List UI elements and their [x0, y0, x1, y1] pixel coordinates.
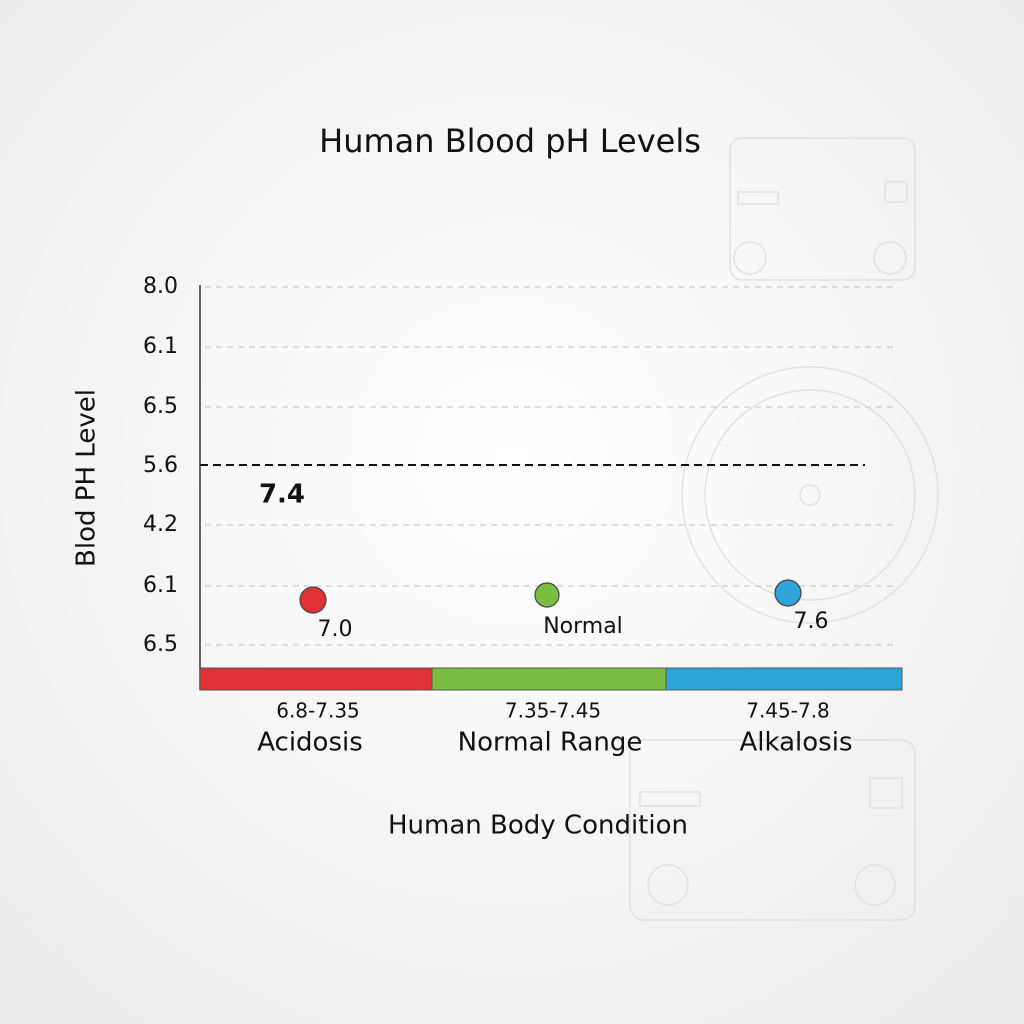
- reference-label: 7.4: [259, 480, 305, 510]
- decoration: [629, 137, 939, 921]
- point: [774, 579, 802, 607]
- y-tick-label: 6.5: [143, 632, 178, 657]
- x-axis-title: Human Body Condition: [388, 811, 688, 841]
- point-label: 7.6: [794, 609, 829, 634]
- band-name: Acidosis: [257, 728, 363, 758]
- band: [431, 667, 667, 691]
- point: [534, 582, 560, 608]
- band-name: Alkalosis: [740, 728, 853, 758]
- y-tick-label: 8.0: [143, 274, 178, 299]
- band-range: 6.8-7.35: [276, 699, 360, 723]
- y-tick-label: 5.6: [143, 453, 178, 478]
- point-label: 7.0: [318, 617, 353, 642]
- chart-title: Human Blood pH Levels: [319, 122, 701, 160]
- band-range: 7.45-7.8: [746, 699, 830, 723]
- y-tick-label: 6.5: [143, 394, 178, 419]
- y-tick-label: 6.1: [143, 573, 178, 598]
- band: [199, 667, 433, 691]
- y-axis-title: Blod PH Level: [72, 389, 102, 567]
- y-tick-label: 6.1: [143, 334, 178, 359]
- band-range: 7.35-7.45: [505, 699, 601, 723]
- point: [299, 586, 327, 614]
- y-tick-label: 4.2: [143, 512, 178, 537]
- point-label: Normal: [543, 614, 623, 639]
- band-name: Normal Range: [458, 728, 643, 758]
- band: [665, 667, 903, 691]
